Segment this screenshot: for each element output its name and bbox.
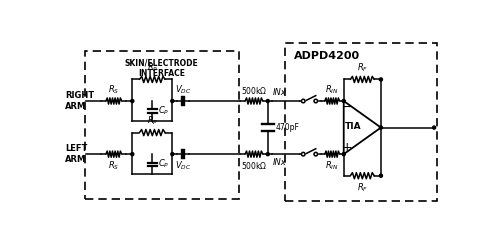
Circle shape [379, 78, 382, 81]
Circle shape [379, 126, 382, 129]
Text: $R_S$: $R_S$ [108, 83, 120, 96]
Circle shape [131, 153, 134, 156]
Circle shape [314, 152, 318, 156]
Circle shape [171, 153, 174, 156]
Bar [285, 43, 437, 201]
Text: ADPD4200: ADPD4200 [294, 51, 360, 61]
Text: $C_P$: $C_P$ [159, 105, 170, 117]
Text: $C_P$: $C_P$ [159, 158, 170, 171]
Text: $R_S$: $R_S$ [108, 159, 120, 172]
Text: $V_{DC}$: $V_{DC}$ [175, 159, 191, 172]
Text: $R_P$: $R_P$ [147, 115, 158, 127]
Text: 470pF: 470pF [276, 123, 299, 132]
Text: +: + [341, 141, 352, 155]
Text: $R_{IN}$: $R_{IN}$ [325, 159, 339, 172]
Circle shape [433, 126, 436, 129]
Text: $R_{IN}$: $R_{IN}$ [325, 83, 339, 96]
Circle shape [379, 174, 382, 177]
Circle shape [342, 153, 345, 156]
Circle shape [301, 152, 305, 156]
Text: SKIN/ELECTRODE
INTERFACE: SKIN/ELECTRODE INTERFACE [124, 59, 199, 78]
Text: INx: INx [273, 88, 287, 97]
Circle shape [342, 99, 345, 103]
Circle shape [266, 153, 269, 156]
Text: RIGHT
ARM: RIGHT ARM [65, 91, 94, 111]
Circle shape [171, 99, 174, 103]
Circle shape [266, 99, 269, 103]
Text: $R_P$: $R_P$ [147, 61, 158, 74]
Circle shape [131, 99, 134, 103]
Text: $V_{DC}$: $V_{DC}$ [175, 83, 191, 96]
Text: −: − [341, 101, 352, 114]
Text: $R_F$: $R_F$ [357, 181, 368, 194]
Circle shape [301, 99, 305, 103]
Text: LEFT
ARM: LEFT ARM [65, 145, 87, 164]
Circle shape [314, 99, 318, 103]
Bar [84, 51, 239, 199]
Text: 500k$\Omega$: 500k$\Omega$ [241, 159, 267, 171]
Text: TIA: TIA [345, 122, 361, 131]
Text: $R_F$: $R_F$ [357, 61, 368, 74]
Text: 500k$\Omega$: 500k$\Omega$ [241, 85, 267, 96]
Text: INx: INx [273, 158, 287, 167]
